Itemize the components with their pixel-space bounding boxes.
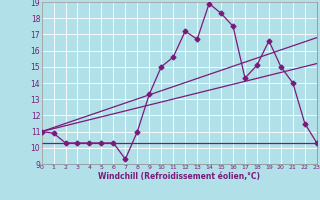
X-axis label: Windchill (Refroidissement éolien,°C): Windchill (Refroidissement éolien,°C) bbox=[98, 172, 260, 181]
